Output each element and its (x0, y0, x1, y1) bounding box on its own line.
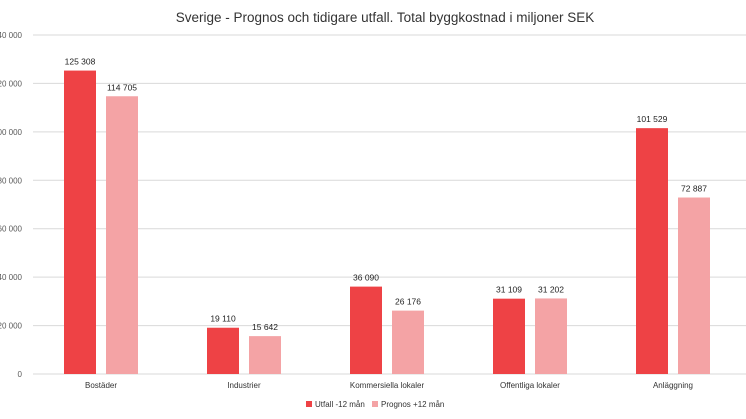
y-tick-label: 60 000 (0, 225, 23, 234)
bar (636, 128, 668, 374)
bar (350, 286, 382, 374)
y-tick-label: 120 000 (0, 79, 23, 88)
data-label: 26 176 (395, 297, 421, 307)
y-tick-label: 20 000 (0, 322, 23, 331)
x-tick-label: Industrier (227, 381, 261, 390)
y-tick-label: 100 000 (0, 128, 23, 137)
data-label: 31 202 (538, 284, 564, 294)
data-label: 114 705 (107, 82, 137, 92)
data-label: 36 090 (353, 273, 379, 283)
y-tick-label: 80 000 (0, 176, 23, 185)
y-tick-label: 140 000 (0, 31, 23, 40)
chart-title: Sverige - Prognos och tidigare utfall. T… (176, 10, 594, 25)
x-tick-label: Bostäder (85, 381, 117, 390)
x-tick-label: Anläggning (653, 381, 693, 390)
bar (678, 197, 710, 374)
y-tick-label: 40 000 (0, 273, 23, 282)
data-label: 15 642 (252, 322, 278, 332)
bar (207, 327, 239, 374)
legend-label: Prognos +12 mån (381, 400, 444, 409)
data-label: 125 308 (65, 57, 96, 67)
bar (535, 298, 567, 374)
data-label: 72 887 (681, 184, 707, 194)
data-label: 19 110 (210, 314, 236, 324)
data-label: 101 529 (637, 114, 668, 124)
legend-swatch (372, 401, 378, 407)
y-tick-label: 0 (18, 370, 23, 379)
bar (106, 96, 138, 375)
legend-label: Utfall -12 mån (315, 400, 365, 409)
bar (64, 70, 96, 375)
data-label: 31 109 (496, 285, 522, 295)
bar (493, 298, 525, 374)
legend-swatch (306, 401, 312, 407)
x-tick-label: Offentliga lokaler (500, 381, 560, 390)
bar (392, 310, 424, 374)
x-tick-label: Kommersiella lokaler (350, 381, 425, 390)
bar (249, 336, 281, 374)
